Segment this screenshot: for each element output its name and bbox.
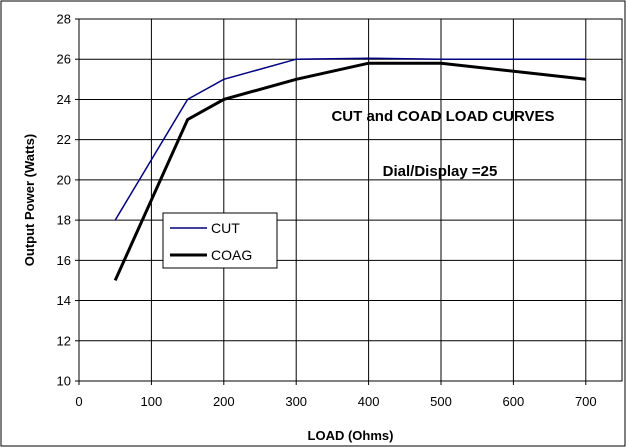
x-tick-label: 600 [503,394,525,409]
tick-labels: 10 12 14 16 18 20 22 24 26 28 0 100 200 300 400 500 600 7… [57,12,597,410]
x-tick-label: 100 [141,394,163,409]
x-axis-label: LOAD (Ohms) [308,428,394,443]
y-tick-label: 10 [57,374,71,389]
y-tick-label: 26 [57,52,71,67]
series-line-cut [114,57,586,221]
y-tick-label: 12 [57,333,71,348]
x-tick-label: 700 [575,394,597,409]
x-tick-label: 200 [213,394,235,409]
plot-area [78,18,623,382]
y-tick-label: 20 [57,172,71,187]
series-line-coag [113,61,586,282]
legend-label-coag: COAG [211,247,252,263]
y-tick-label: 14 [57,293,71,308]
series-lines [113,57,586,282]
y-axis-label: Output Power (Watts) [22,134,37,266]
y-tick-label: 18 [57,213,71,228]
legend-box [162,212,278,269]
legend: CUT COAG [162,212,278,269]
y-tick-label: 16 [57,253,71,268]
x-tick-label: 300 [285,394,307,409]
x-tick-label: 0 [75,394,82,409]
annotation-curves-title: CUT and COAD LOAD CURVES [331,108,554,125]
x-tick-label: 500 [430,394,452,409]
y-tick-label: 22 [57,132,71,147]
y-tick-label: 28 [57,12,71,27]
y-tick-label: 24 [57,92,71,107]
annotation-dial-setting: Dial/Display =25 [383,163,498,180]
legend-label-cut: CUT [211,220,240,236]
x-tick-label: 400 [358,394,380,409]
